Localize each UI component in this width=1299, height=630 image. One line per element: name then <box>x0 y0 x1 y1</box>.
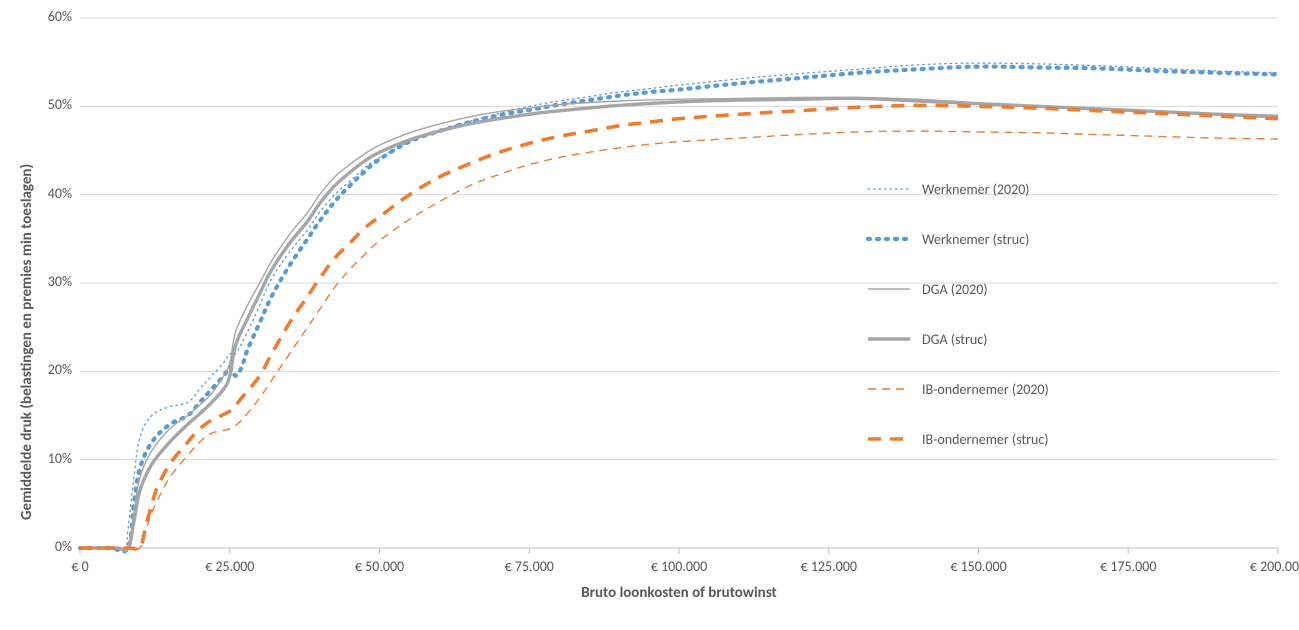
legend-label: DGA (struc) <box>922 331 987 348</box>
y-tick-label: 0% <box>55 538 72 555</box>
x-axis-title: Bruto loonkosten of brutowinst <box>80 584 1278 602</box>
x-tick-label: € 100.000 <box>639 558 719 575</box>
x-tick-label: € 200.000 <box>1238 558 1299 575</box>
line-chart: Gemiddelde druk (belastingen en premies … <box>0 0 1299 630</box>
x-tick-label: € 50.000 <box>340 558 420 575</box>
legend-swatch <box>868 228 910 250</box>
y-tick-label: 10% <box>48 450 72 467</box>
legend-label: Werknemer (2020) <box>922 181 1030 198</box>
legend-item-werknemer-struc: Werknemer (struc) <box>868 228 1049 250</box>
series-werknemer-struc <box>80 67 1278 552</box>
legend-swatch <box>868 428 910 450</box>
x-tick-label: € 0 <box>40 558 120 575</box>
x-tick-label: € 175.000 <box>1088 558 1168 575</box>
legend-item-dga-2020: DGA (2020) <box>868 278 1049 300</box>
y-axis-title: Gemiddelde druk (belastingen en premies … <box>18 164 36 520</box>
legend-swatch <box>868 178 910 200</box>
legend-swatch <box>868 328 910 350</box>
legend-swatch <box>868 378 910 400</box>
y-tick-label: 30% <box>48 273 72 290</box>
legend-label: IB-ondernemer (2020) <box>922 381 1049 398</box>
legend-label: DGA (2020) <box>922 281 988 298</box>
y-tick-label: 20% <box>48 361 72 378</box>
x-tick-label: € 125.000 <box>789 558 869 575</box>
x-tick-label: € 25.000 <box>190 558 270 575</box>
y-tick-label: 60% <box>48 8 72 25</box>
series-werknemer-2020 <box>80 63 1278 549</box>
legend: Werknemer (2020) Werknemer (struc) DGA (20… <box>868 178 1049 450</box>
legend-item-ib-2020: IB-ondernemer (2020) <box>868 378 1049 400</box>
series-dga-2020 <box>80 97 1278 551</box>
legend-swatch <box>868 278 910 300</box>
x-tick-label: € 150.000 <box>939 558 1019 575</box>
legend-label: Werknemer (struc) <box>922 231 1029 248</box>
y-tick-label: 50% <box>48 96 72 113</box>
legend-item-ib-struc: IB-ondernemer (struc) <box>868 428 1049 450</box>
legend-label: IB-ondernemer (struc) <box>922 431 1049 448</box>
series-dga-struc <box>80 98 1278 550</box>
plot-area <box>80 18 1278 548</box>
legend-item-dga-struc: DGA (struc) <box>868 328 1049 350</box>
legend-item-werknemer-2020: Werknemer (2020) <box>868 178 1049 200</box>
series-ib-2020 <box>80 131 1278 549</box>
x-tick-label: € 75.000 <box>489 558 569 575</box>
y-tick-label: 40% <box>48 185 72 202</box>
